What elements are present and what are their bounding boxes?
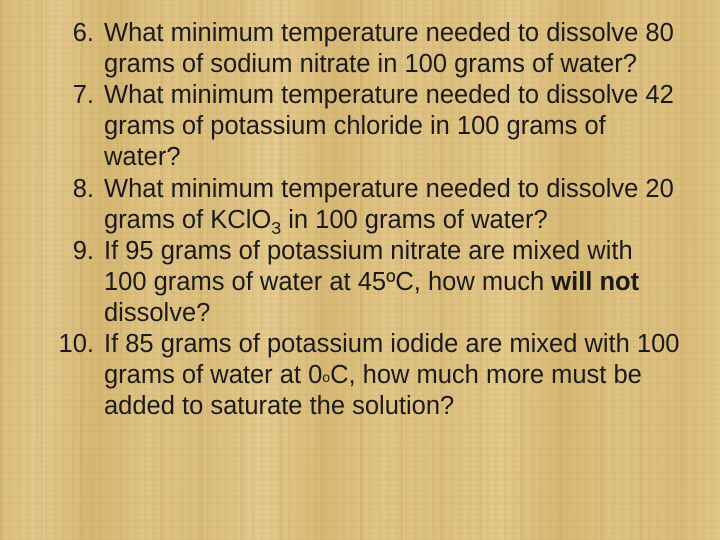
item-text: What minimum temperature needed to disso… [104,19,674,78]
item-number: 10. [40,329,94,360]
question-list: 6. What minimum temperature needed to di… [40,18,680,422]
item-number: 6. [40,18,94,49]
list-item: 7. What minimum temperature needed to di… [40,80,680,173]
item-number: 9. [40,236,94,267]
item-number: 7. [40,80,94,111]
item-text: What minimum temperature needed to disso… [104,81,674,171]
item-text: If 85 grams of potassium iodide are mixe… [104,330,679,420]
item-text: What minimum temperature needed to disso… [104,175,674,234]
slide-container: 6. What minimum temperature needed to di… [0,0,720,540]
list-item: 6. What minimum temperature needed to di… [40,18,680,80]
list-item: 9. If 95 grams of potassium nitrate are … [40,236,680,329]
item-number: 8. [40,174,94,205]
list-item: 8. What minimum temperature needed to di… [40,174,680,236]
list-item: 10. If 85 grams of potassium iodide are … [40,329,680,422]
item-text: If 95 grams of potassium nitrate are mix… [104,237,639,327]
